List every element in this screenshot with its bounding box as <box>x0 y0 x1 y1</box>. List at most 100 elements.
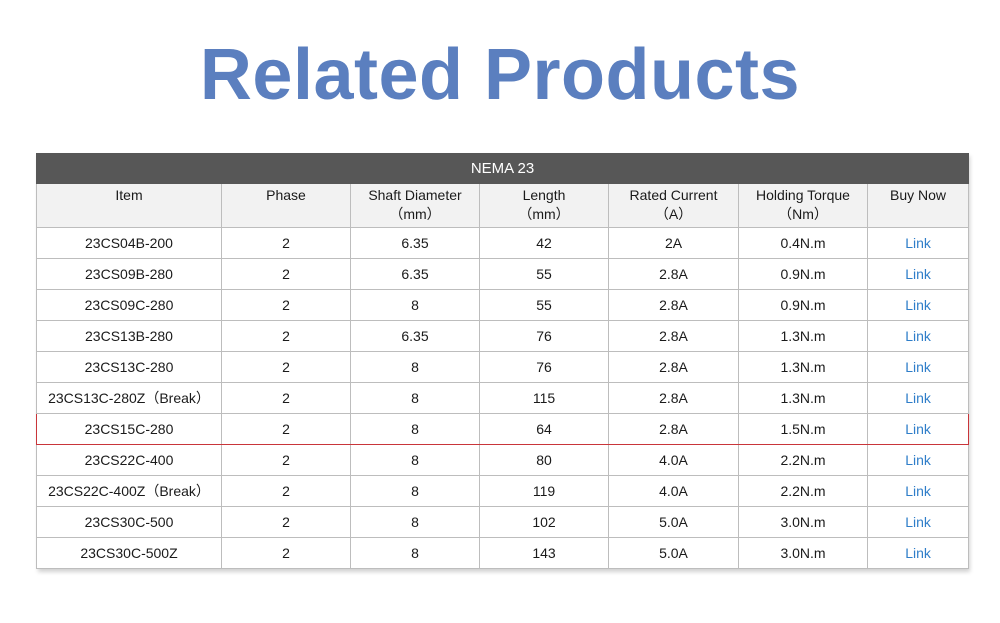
table-row: 23CS09B-280 2 6.35 55 2.8A 0.9N.m Link <box>36 258 970 290</box>
cell-torque: 0.4N.m <box>738 227 868 259</box>
cell-shaft: 8 <box>350 475 480 507</box>
buy-now-link[interactable]: Link <box>905 328 931 344</box>
cell-shaft: 6.35 <box>350 227 480 259</box>
cell-buy: Link <box>866 444 970 476</box>
table-row: 23CS15C-280 2 8 64 2.8A 1.5N.m Link <box>36 413 970 445</box>
cell-item: 23CS04B-200 <box>36 227 222 259</box>
cell-buy: Link <box>866 258 970 290</box>
column-header: Shaft Diameter （mm） <box>350 183 480 228</box>
cell-length: 102 <box>479 506 609 538</box>
buy-now-link[interactable]: Link <box>905 390 931 406</box>
cell-current: 5.0A <box>608 506 739 538</box>
cell-item: 23CS09C-280 <box>36 289 222 321</box>
cell-phase: 2 <box>221 320 351 352</box>
buy-now-link[interactable]: Link <box>905 297 931 313</box>
column-header-label: Phase <box>266 187 306 203</box>
table-row: 23CS30C-500 2 8 102 5.0A 3.0N.m Link <box>36 506 970 538</box>
table-row: 23CS13B-280 2 6.35 76 2.8A 1.3N.m Link <box>36 320 970 352</box>
cell-length: 143 <box>479 537 609 569</box>
column-header-unit: （mm） <box>518 206 570 222</box>
cell-item: 23CS13C-280 <box>36 351 222 383</box>
cell-item: 23CS09B-280 <box>36 258 222 290</box>
column-header-label: Buy Now <box>890 187 947 203</box>
cell-current: 2A <box>608 227 739 259</box>
cell-phase: 2 <box>221 258 351 290</box>
cell-torque: 1.3N.m <box>738 351 868 383</box>
cell-length: 42 <box>479 227 609 259</box>
column-header: Rated Current （A） <box>608 183 739 228</box>
column-header-row: Item Phase Shaft Diameter （mm） Length （mm） Rat… <box>36 183 970 228</box>
cell-buy: Link <box>866 351 970 383</box>
cell-phase: 2 <box>221 382 351 414</box>
column-header-unit: （Nm） <box>778 206 828 222</box>
buy-now-link[interactable]: Link <box>905 514 931 530</box>
cell-torque: 1.3N.m <box>738 320 868 352</box>
cell-current: 5.0A <box>608 537 739 569</box>
cell-current: 2.8A <box>608 382 739 414</box>
column-header-unit: （mm） <box>389 206 441 222</box>
column-header-label: Item <box>115 187 143 203</box>
cell-buy: Link <box>866 320 970 352</box>
cell-current: 2.8A <box>608 413 739 445</box>
cell-current: 2.8A <box>608 289 739 321</box>
cell-item: 23CS13C-280Z（Break） <box>36 382 222 414</box>
column-header-label: Rated Current <box>629 187 718 203</box>
column-header: Buy Now <box>866 183 970 228</box>
cell-torque: 2.2N.m <box>738 475 868 507</box>
cell-length: 55 <box>479 289 609 321</box>
column-header-label: Length <box>522 187 566 203</box>
cell-buy: Link <box>866 413 970 445</box>
cell-shaft: 8 <box>350 506 480 538</box>
cell-item: 23CS22C-400Z（Break） <box>36 475 222 507</box>
cell-length: 119 <box>479 475 609 507</box>
cell-length: 80 <box>479 444 609 476</box>
cell-current: 2.8A <box>608 258 739 290</box>
cell-buy: Link <box>866 537 970 569</box>
cell-shaft: 6.35 <box>350 320 480 352</box>
cell-item: 23CS13B-280 <box>36 320 222 352</box>
buy-now-link[interactable]: Link <box>905 235 931 251</box>
cell-item: 23CS22C-400 <box>36 444 222 476</box>
cell-buy: Link <box>866 227 970 259</box>
cell-torque: 3.0N.m <box>738 506 868 538</box>
cell-torque: 2.2N.m <box>738 444 868 476</box>
buy-now-link[interactable]: Link <box>905 359 931 375</box>
cell-phase: 2 <box>221 227 351 259</box>
buy-now-link[interactable]: Link <box>905 483 931 499</box>
cell-phase: 2 <box>221 444 351 476</box>
cell-torque: 3.0N.m <box>738 537 868 569</box>
products-table: NEMA 23 Item Phase Shaft Diameter （mm） Lengt… <box>35 153 970 569</box>
column-header: Phase <box>221 183 351 228</box>
cell-shaft: 8 <box>350 444 480 476</box>
buy-now-link[interactable]: Link <box>905 421 931 437</box>
table-row: 23CS22C-400Z（Break） 2 8 119 4.0A 2.2N.m Link <box>36 475 970 507</box>
cell-buy: Link <box>866 506 970 538</box>
column-header: Item <box>36 183 222 228</box>
table-row: 23CS04B-200 2 6.35 42 2A 0.4N.m Link <box>36 227 970 259</box>
cell-buy: Link <box>866 475 970 507</box>
buy-now-link[interactable]: Link <box>905 545 931 561</box>
table-row: 23CS13C-280 2 8 76 2.8A 1.3N.m Link <box>36 351 970 383</box>
column-header-label: Shaft Diameter <box>368 187 462 203</box>
cell-current: 4.0A <box>608 444 739 476</box>
page-title: Related Products <box>199 35 801 115</box>
cell-item: 23CS30C-500 <box>36 506 222 538</box>
buy-now-link[interactable]: Link <box>905 452 931 468</box>
table-row: 23CS13C-280Z（Break） 2 8 115 2.8A 1.3N.m Link <box>36 382 970 414</box>
column-header: Length （mm） <box>479 183 609 228</box>
cell-phase: 2 <box>221 475 351 507</box>
table-row: 23CS30C-500Z 2 8 143 5.0A 3.0N.m Link <box>36 537 970 569</box>
cell-phase: 2 <box>221 289 351 321</box>
table-body: 23CS04B-200 2 6.35 42 2A 0.4N.m Link 23CS09B-28… <box>36 227 970 569</box>
column-header-unit: （A） <box>654 206 693 222</box>
cell-shaft: 8 <box>350 413 480 445</box>
cell-length: 76 <box>479 351 609 383</box>
cell-torque: 0.9N.m <box>738 289 868 321</box>
cell-shaft: 6.35 <box>350 258 480 290</box>
buy-now-link[interactable]: Link <box>905 266 931 282</box>
cell-length: 115 <box>479 382 609 414</box>
cell-current: 2.8A <box>608 351 739 383</box>
column-header-label: Holding Torque <box>756 187 850 203</box>
cell-torque: 1.5N.m <box>738 413 868 445</box>
cell-shaft: 8 <box>350 537 480 569</box>
